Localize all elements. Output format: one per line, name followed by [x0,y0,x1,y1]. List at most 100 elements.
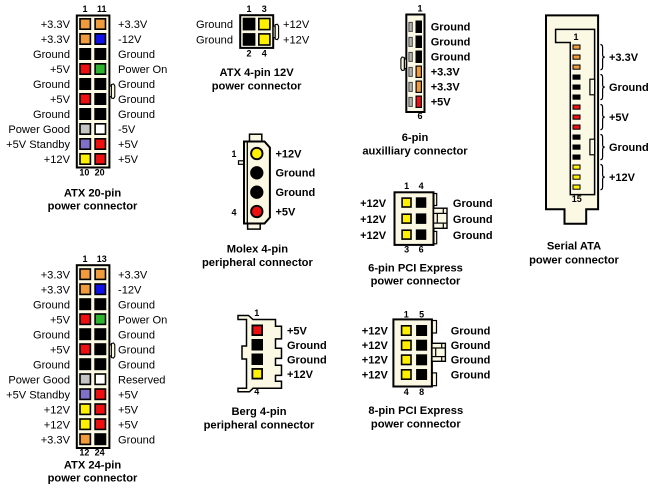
svg-text:Ground: Ground [453,214,493,226]
svg-text:12: 12 [79,448,89,458]
svg-text:+12V: +12V [362,355,389,367]
svg-text:+5V: +5V [609,112,630,124]
svg-text:24: 24 [95,448,105,458]
svg-text:+12V: +12V [360,230,387,242]
svg-text:Ground: Ground [431,36,471,48]
svg-text:Ground: Ground [118,359,155,371]
svg-text:+5V: +5V [431,96,452,108]
svg-text:+12V: +12V [287,369,314,381]
svg-text:ATX 24-pin: ATX 24-pin [64,460,122,472]
svg-text:+5V: +5V [118,404,139,416]
svg-text:6-pin: 6-pin [402,132,429,144]
svg-text:8: 8 [419,387,424,397]
svg-text:+12V: +12V [44,154,71,166]
svg-text:Ground: Ground [276,187,316,199]
svg-text:+3.3V: +3.3V [431,81,461,93]
svg-text:power connector: power connector [371,276,461,288]
svg-text:Berg 4-pin: Berg 4-pin [231,406,286,418]
svg-text:+5V: +5V [287,325,308,337]
svg-text:Ground: Ground [276,168,316,180]
svg-text:1: 1 [246,4,251,14]
svg-text:Ground: Ground [196,34,233,46]
svg-text:power connector: power connector [48,200,138,212]
svg-text:11: 11 [97,4,107,14]
svg-text:20: 20 [95,168,105,178]
svg-text:Power On: Power On [118,314,167,326]
svg-text:Ground: Ground [118,79,155,91]
svg-text:Ground: Ground [431,51,471,63]
svg-text:Ground: Ground [196,19,233,31]
svg-text:Ground: Ground [451,355,491,367]
svg-text:+3.3V: +3.3V [41,434,71,446]
svg-text:10: 10 [79,168,89,178]
svg-text:+3.3V: +3.3V [41,19,71,31]
svg-text:Ground: Ground [609,142,649,154]
svg-text:4: 4 [419,181,424,191]
svg-text:Ground: Ground [118,329,155,341]
svg-text:Serial ATA: Serial ATA [547,241,601,253]
svg-text:ATX 4-pin 12V: ATX 4-pin 12V [220,67,295,79]
svg-text:power connector: power connector [371,418,461,430]
svg-text:Ground: Ground [33,109,70,121]
svg-text:+5V: +5V [118,389,139,401]
svg-text:Ground: Ground [453,230,493,242]
svg-text:Ground: Ground [451,325,491,337]
svg-text:Reserved: Reserved [118,374,165,386]
svg-text:1: 1 [404,309,409,319]
svg-text:Ground: Ground [118,434,155,446]
svg-text:Ground: Ground [287,340,327,352]
svg-text:1: 1 [254,308,259,318]
svg-text:+12V: +12V [360,214,387,226]
svg-text:+12V: +12V [283,34,310,46]
svg-text:+3.3V: +3.3V [118,269,148,281]
svg-text:4: 4 [262,48,267,58]
svg-text:13: 13 [97,254,107,264]
svg-text:+5V: +5V [50,64,71,76]
svg-text:6: 6 [417,111,422,121]
svg-text:1: 1 [404,181,409,191]
svg-text:4: 4 [404,387,409,397]
svg-text:peripheral connector: peripheral connector [202,257,313,269]
svg-text:1: 1 [231,149,236,159]
svg-text:+12V: +12V [362,325,389,337]
svg-text:Molex 4-pin: Molex 4-pin [227,244,288,256]
svg-text:-12V: -12V [118,284,142,296]
svg-text:Power On: Power On [118,64,167,76]
svg-text:Ground: Ground [609,82,649,94]
svg-text:+12V: +12V [609,172,636,184]
svg-text:peripheral connector: peripheral connector [204,419,315,431]
svg-text:Ground: Ground [33,79,70,91]
svg-text:+12V: +12V [360,198,387,210]
svg-text:+3.3V: +3.3V [41,269,71,281]
svg-text:Ground: Ground [118,109,155,121]
svg-text:ATX 20-pin: ATX 20-pin [64,187,122,199]
svg-text:+3.3V: +3.3V [41,284,71,296]
svg-text:+5V: +5V [118,139,139,151]
svg-text:Ground: Ground [33,359,70,371]
svg-text:+12V: +12V [44,404,71,416]
svg-text:+3.3V: +3.3V [41,34,71,46]
svg-text:8-pin PCI Express: 8-pin PCI Express [368,405,463,417]
svg-text:1: 1 [82,4,87,14]
svg-text:power connector: power connector [212,80,302,92]
svg-text:-12V: -12V [118,34,142,46]
svg-text:Ground: Ground [453,198,493,210]
svg-text:3: 3 [262,4,267,14]
svg-text:Ground: Ground [451,340,491,352]
svg-text:power connector: power connector [48,473,138,485]
svg-text:Ground: Ground [33,329,70,341]
svg-text:1: 1 [417,4,422,14]
svg-text:4: 4 [254,387,259,397]
svg-text:Ground: Ground [118,299,155,311]
svg-text:Ground: Ground [287,354,327,366]
svg-text:+5V Standby: +5V Standby [6,139,70,151]
svg-text:+5V: +5V [118,419,139,431]
svg-text:+5V Standby: +5V Standby [6,389,70,401]
svg-text:Ground: Ground [33,299,70,311]
svg-text:+5V: +5V [50,94,71,106]
svg-text:Ground: Ground [33,49,70,61]
svg-text:+3.3V: +3.3V [609,52,639,64]
svg-text:+12V: +12V [283,19,310,31]
svg-text:+3.3V: +3.3V [118,19,148,31]
svg-text:+12V: +12V [362,369,389,381]
